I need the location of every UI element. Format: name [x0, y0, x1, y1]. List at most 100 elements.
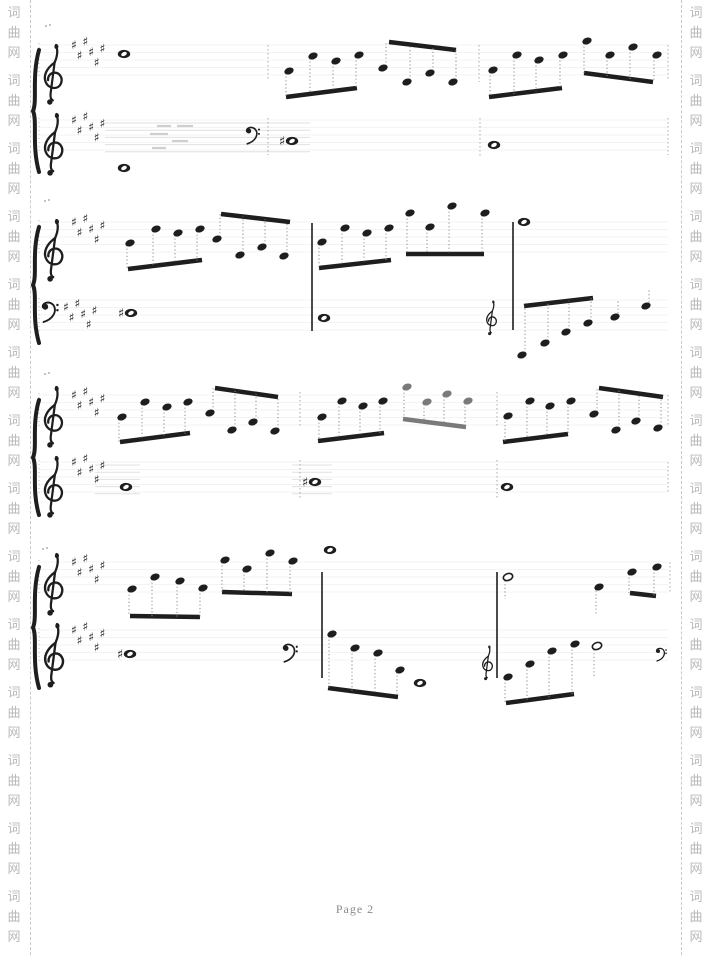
note-head: [512, 51, 522, 59]
bass-clef-curve: [655, 647, 666, 662]
treble-clef-top: [54, 219, 59, 225]
whole-note-hole: [504, 484, 510, 490]
treble-clef-stem: [49, 455, 59, 515]
bass-clef-icon: [41, 301, 59, 323]
sharp-sign: ♯: [77, 49, 83, 63]
treble-clef-top: [54, 44, 59, 50]
sharp-sign: ♯: [71, 388, 77, 402]
note-head: [503, 412, 513, 420]
sharp-sign: ♯: [302, 476, 308, 491]
note-head: [308, 52, 318, 60]
measure-mark: [42, 548, 44, 550]
watermark-char: 曲: [7, 841, 21, 856]
note-head: [566, 397, 576, 405]
note-head: [242, 565, 252, 573]
note-head: [127, 585, 137, 593]
sharp-sign: ♯: [94, 473, 100, 487]
bass-clef-icon: [245, 126, 260, 145]
treble-clef-stem: [49, 385, 59, 445]
watermark-char: 网: [7, 317, 21, 332]
note-head: [402, 383, 412, 391]
note-head: [652, 51, 662, 59]
note-head: [162, 403, 172, 411]
watermark-char: 网: [689, 589, 703, 604]
sharp-sign: ♯: [100, 392, 106, 406]
note-head: [150, 573, 160, 581]
watermark-char: 曲: [689, 93, 703, 108]
watermark-char: 词: [7, 209, 21, 224]
watermark-char: 网: [689, 385, 703, 400]
whole-note-hole: [491, 142, 497, 148]
sharp-sign: ♯: [94, 573, 100, 587]
note-head: [265, 549, 275, 557]
watermark-char: 网: [7, 113, 21, 128]
sharp-sign: ♯: [77, 399, 83, 413]
sharp-sign: ♯: [94, 233, 100, 247]
sharp-sign: ♯: [82, 110, 88, 124]
watermark-char: 词: [689, 821, 703, 836]
sharp-sign: ♯: [71, 455, 77, 469]
sharp-sign: ♯: [88, 45, 94, 59]
watermark-char: 词: [7, 753, 21, 768]
treble-clef-icon: [43, 218, 64, 282]
watermark-char: 词: [7, 821, 21, 836]
watermark-char: 网: [689, 45, 703, 60]
sharp-sign: ♯: [82, 552, 88, 566]
note-head: [235, 251, 245, 259]
treble-clef-top: [54, 113, 59, 119]
bass-clef-dot: [257, 128, 260, 131]
treble-clef-top: [54, 553, 59, 559]
watermark-char: 词: [689, 617, 703, 632]
watermark-char: 曲: [689, 909, 703, 924]
watermark-char: 词: [7, 413, 21, 428]
sharp-sign: ♯: [100, 117, 106, 131]
watermark-char: 曲: [689, 229, 703, 244]
whole-note-hole: [121, 51, 127, 57]
treble-clef-dot: [484, 677, 488, 681]
watermark-char: 网: [689, 521, 703, 536]
beam: [127, 257, 203, 272]
treble-clef-dot: [47, 512, 53, 518]
bass-clef-dot: [665, 652, 667, 655]
treble-clef-icon: [43, 112, 64, 176]
note-head: [337, 397, 347, 405]
treble-clef-dot: [47, 276, 53, 282]
treble-clef-loop: [43, 236, 64, 266]
watermark-char: 曲: [689, 705, 703, 720]
bass-clef-curve: [245, 126, 258, 145]
watermark-char: 网: [7, 589, 21, 604]
watermark-char: 词: [689, 5, 703, 20]
note-head: [212, 235, 222, 243]
brace: [30, 398, 41, 517]
sharp-sign: ♯: [71, 113, 77, 127]
left-margin-dashed-line: [30, 0, 31, 955]
note-head: [611, 426, 621, 434]
watermark-char: 曲: [689, 501, 703, 516]
watermark-char: 曲: [7, 773, 21, 788]
watermark-char: 词: [7, 73, 21, 88]
note-head: [525, 397, 535, 405]
beam: [488, 85, 563, 100]
note-head: [373, 649, 383, 657]
sharp-sign: ♯: [82, 35, 88, 49]
note-head: [358, 402, 368, 410]
note-head: [610, 313, 620, 321]
beam: [505, 691, 575, 706]
watermark-char: 词: [689, 277, 703, 292]
watermark-char: 曲: [689, 637, 703, 652]
sharp-sign: ♯: [88, 562, 94, 576]
beam: [598, 385, 664, 400]
sharp-sign: ♯: [82, 620, 88, 634]
note-head: [175, 577, 185, 585]
note-head: [488, 66, 498, 74]
treble-clef-loop: [486, 310, 497, 327]
whole-note: [413, 678, 427, 688]
watermark-char: 网: [7, 929, 21, 944]
watermark-char: 网: [689, 453, 703, 468]
note-head: [248, 418, 258, 426]
watermark-char: 曲: [7, 705, 21, 720]
treble-clef-loop: [43, 570, 64, 600]
watermark-char: 曲: [7, 229, 21, 244]
note-head: [653, 424, 663, 432]
sharp-sign: ♯: [71, 555, 77, 569]
